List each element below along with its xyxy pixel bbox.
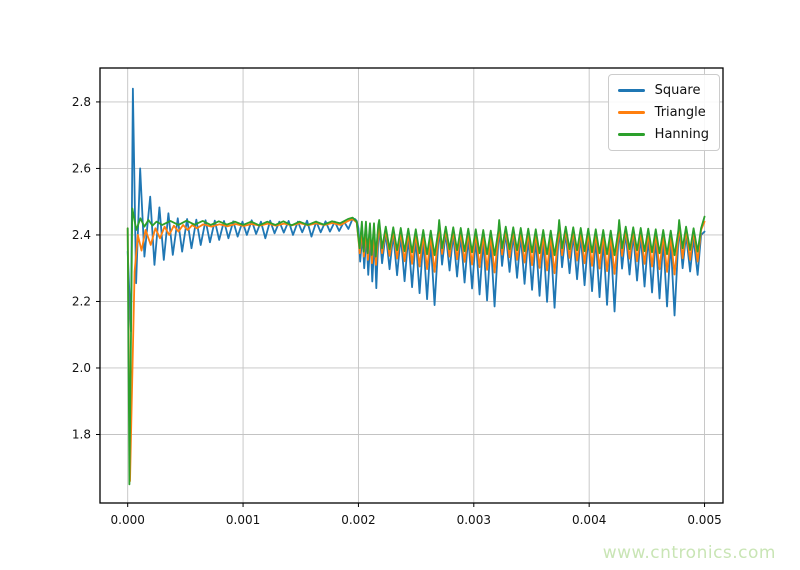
- watermark: www.cntronics.com: [602, 543, 776, 563]
- x-tick-label: 0.003: [457, 513, 491, 527]
- y-tick-label: 1.8: [72, 427, 91, 441]
- y-tick-label: 2.0: [72, 361, 91, 375]
- plot-border: [99, 67, 724, 504]
- y-tick-label: 2.6: [72, 161, 91, 175]
- axes-ticks: 0.000 0.001 0.002 0.003 0.004 0.005 1.8 2.0 2.2 2…: [72, 95, 722, 527]
- legend-label: Hanning: [654, 127, 709, 142]
- x-tick-label: 0.005: [687, 513, 721, 527]
- series-line-hanning: [126, 207, 706, 486]
- x-tick-label: 0.000: [111, 513, 145, 527]
- legend-item-square: Square: [617, 81, 709, 100]
- series-lines: [126, 87, 706, 486]
- legend-line-swatch: [617, 133, 645, 136]
- y-tick-label: 2.4: [72, 228, 91, 242]
- legend-item-triangle: Triangle: [617, 103, 709, 122]
- x-tick-label: 0.001: [226, 513, 260, 527]
- legend: Square Triangle Hanning: [607, 74, 720, 151]
- y-tick-label: 2.2: [72, 294, 91, 308]
- legend-line-swatch: [617, 111, 645, 114]
- x-tick-label: 0.004: [572, 513, 606, 527]
- legend-line-swatch: [617, 89, 645, 92]
- legend-label: Square: [654, 83, 701, 98]
- y-tick-label: 2.8: [72, 95, 91, 109]
- legend-item-hanning: Hanning: [617, 125, 709, 144]
- legend-label: Triangle: [654, 105, 706, 120]
- x-tick-label: 0.002: [341, 513, 375, 527]
